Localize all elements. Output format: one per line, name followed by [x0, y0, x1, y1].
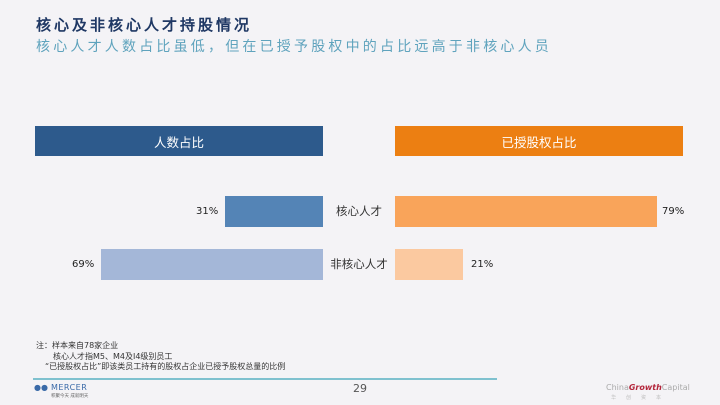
footer-divider: [33, 378, 497, 380]
noncore-equity-value: 21%: [471, 259, 494, 270]
category-label-noncore: 非核心人才: [330, 257, 388, 271]
noncore-headcount-bar: [101, 249, 323, 280]
footnote-core-definition: 核心人才指M5、M4及I4级别员工: [53, 351, 173, 361]
core-headcount-value: 31%: [196, 206, 219, 217]
china-growth-capital-logo: ChinaGrowthCapital: [606, 383, 690, 392]
cgc-brand-mid: Growth: [628, 383, 662, 392]
cgc-brand-sub: 华创资本: [611, 395, 672, 401]
page-number: 29: [353, 382, 367, 395]
mercer-logo: ●● MERCER 积聚今天 成就明天: [34, 383, 88, 399]
core-equity-bar: [395, 196, 657, 227]
cgc-brand-pre: China: [606, 383, 629, 392]
mercer-tagline: 积聚今天 成就明天: [50, 394, 89, 399]
noncore-headcount-value: 69%: [72, 259, 95, 270]
cgc-brand-post: Capital: [661, 383, 690, 392]
mercer-mark-icon: ●●: [34, 383, 48, 392]
core-headcount-bar: [225, 196, 323, 227]
footnotes: 注：样本来自78家企业 核心人才指M5、M4及I4级别员工 “已授股权占比”即该…: [36, 341, 285, 373]
page-title: 核心及非核心人才持股情况: [36, 16, 253, 34]
footnote-sample: 注：样本来自78家企业: [36, 341, 119, 350]
core-equity-value: 79%: [662, 206, 685, 217]
headcount-share-header: 人数占比: [35, 126, 323, 156]
footnote-equity-definition: “已授股权占比”即该类员工持有的股权占企业已授予股权总量的比例: [45, 362, 286, 371]
granted-equity-share-header-label: 已授股权占比: [501, 134, 577, 150]
noncore-equity-bar: [395, 249, 463, 280]
mercer-brand: MERCER: [50, 383, 88, 392]
page-subtitle: 核心人才人数占比虽低，但在已授予股权中的占比远高于非核心人员: [36, 39, 552, 55]
headcount-share-header-label: 人数占比: [153, 134, 204, 150]
granted-equity-share-header: 已授股权占比: [395, 126, 683, 156]
category-label-core: 核心人才: [336, 204, 382, 218]
